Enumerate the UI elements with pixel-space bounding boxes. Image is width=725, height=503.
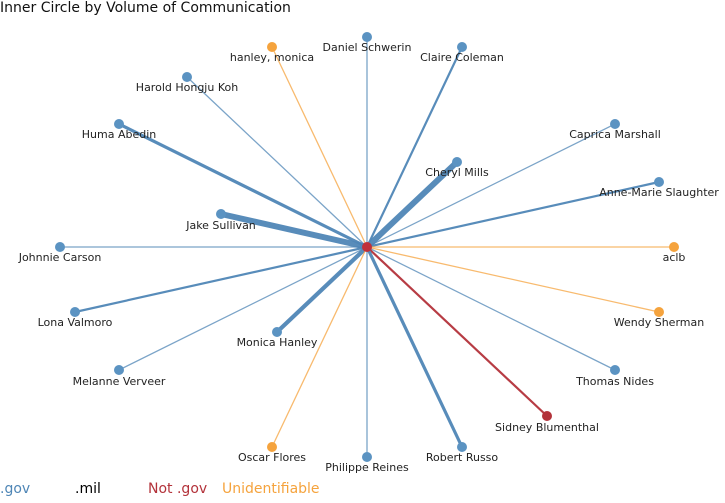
edge-robert-russo [365,246,464,448]
node-claire-coleman[interactable] [457,42,467,52]
label-melanne-verveer: Melanne Verveer [73,375,166,388]
edge-huma-abedin [118,122,368,249]
node-caprica-marshall[interactable] [610,119,620,129]
label-robert-russo: Robert Russo [426,451,499,464]
node-thomas-nides[interactable] [610,365,620,375]
chart-title: Inner Circle by Volume of Communication [0,0,291,16]
edge-hanley-monica [271,46,368,248]
label-claire-coleman: Claire Coleman [420,51,504,64]
legend-unidentifiable: Unidentifiable [222,481,320,497]
node-hanley-monica[interactable] [267,42,277,52]
label-caprica-marshall: Caprica Marshall [569,128,661,141]
edge-jake-sullivan [220,211,368,250]
label-oscar-flores: Oscar Flores [238,451,306,464]
edge-caprica-marshall [366,123,616,248]
edge-anne-marie-slaughter [366,180,660,249]
edge-cheryl-mills [364,159,460,250]
label-johnnie-carson: Johnnie Carson [18,251,102,264]
node-sidney-blumenthal[interactable] [542,411,552,421]
edge-melanne-verveer [118,246,368,371]
label-wendy-sherman: Wendy Sherman [614,316,704,329]
edge-claire-coleman [366,46,463,248]
label-huma-abedin: Huma Abedin [82,128,157,141]
label-jake-sullivan: Jake Sullivan [185,219,256,232]
label-thomas-nides: Thomas Nides [575,375,654,388]
node-monica-hanley[interactable] [272,327,282,337]
node-cheryl-mills[interactable] [452,157,462,167]
edge-harold-hongju-koh [186,76,368,248]
node-jake-sullivan[interactable] [216,209,226,219]
legend-gov: .gov [0,481,31,497]
node-anne-marie-slaughter[interactable] [654,177,664,187]
edge-monica-hanley [275,245,369,334]
node-robert-russo[interactable] [457,442,467,452]
label-monica-hanley: Monica Hanley [237,336,318,349]
node-philippe-reines[interactable] [362,452,372,462]
edge-sidney-blumenthal [366,246,548,417]
node-aclb[interactable] [669,242,679,252]
node-daniel-schwerin[interactable] [362,32,372,42]
label-anne-marie-slaughter: Anne-Marie Slaughter [599,186,719,199]
label-lona-valmoro: Lona Valmoro [38,316,113,329]
label-group: Daniel Schwerin Claire Coleman hanley, mon… [18,41,720,474]
node-melanne-verveer[interactable] [114,365,124,375]
center-node[interactable] [362,242,372,252]
edge-wendy-sherman [366,246,660,313]
node-huma-abedin[interactable] [114,119,124,129]
label-harold-hongju-koh: Harold Hongju Koh [136,81,238,94]
label-philippe-reines: Philippe Reines [325,461,409,474]
node-wendy-sherman[interactable] [654,307,664,317]
node-lona-valmoro[interactable] [70,307,80,317]
node-harold-hongju-koh[interactable] [182,72,192,82]
label-daniel-schwerin: Daniel Schwerin [323,41,412,54]
label-aclb: aclb [663,251,686,264]
edge-oscar-flores [271,246,368,448]
node-group [55,32,679,462]
label-hanley-monica: hanley, monica [230,51,314,64]
node-johnnie-carson[interactable] [55,242,65,252]
label-sidney-blumenthal: Sidney Blumenthal [495,421,599,434]
edge-thomas-nides [366,246,616,371]
edge-group [60,37,674,457]
node-oscar-flores[interactable] [267,442,277,452]
label-cheryl-mills: Cheryl Mills [425,166,489,179]
legend-not-gov: Not .gov [148,481,208,497]
legend-mil: .mil [75,481,101,497]
edge-lona-valmoro [74,245,368,314]
